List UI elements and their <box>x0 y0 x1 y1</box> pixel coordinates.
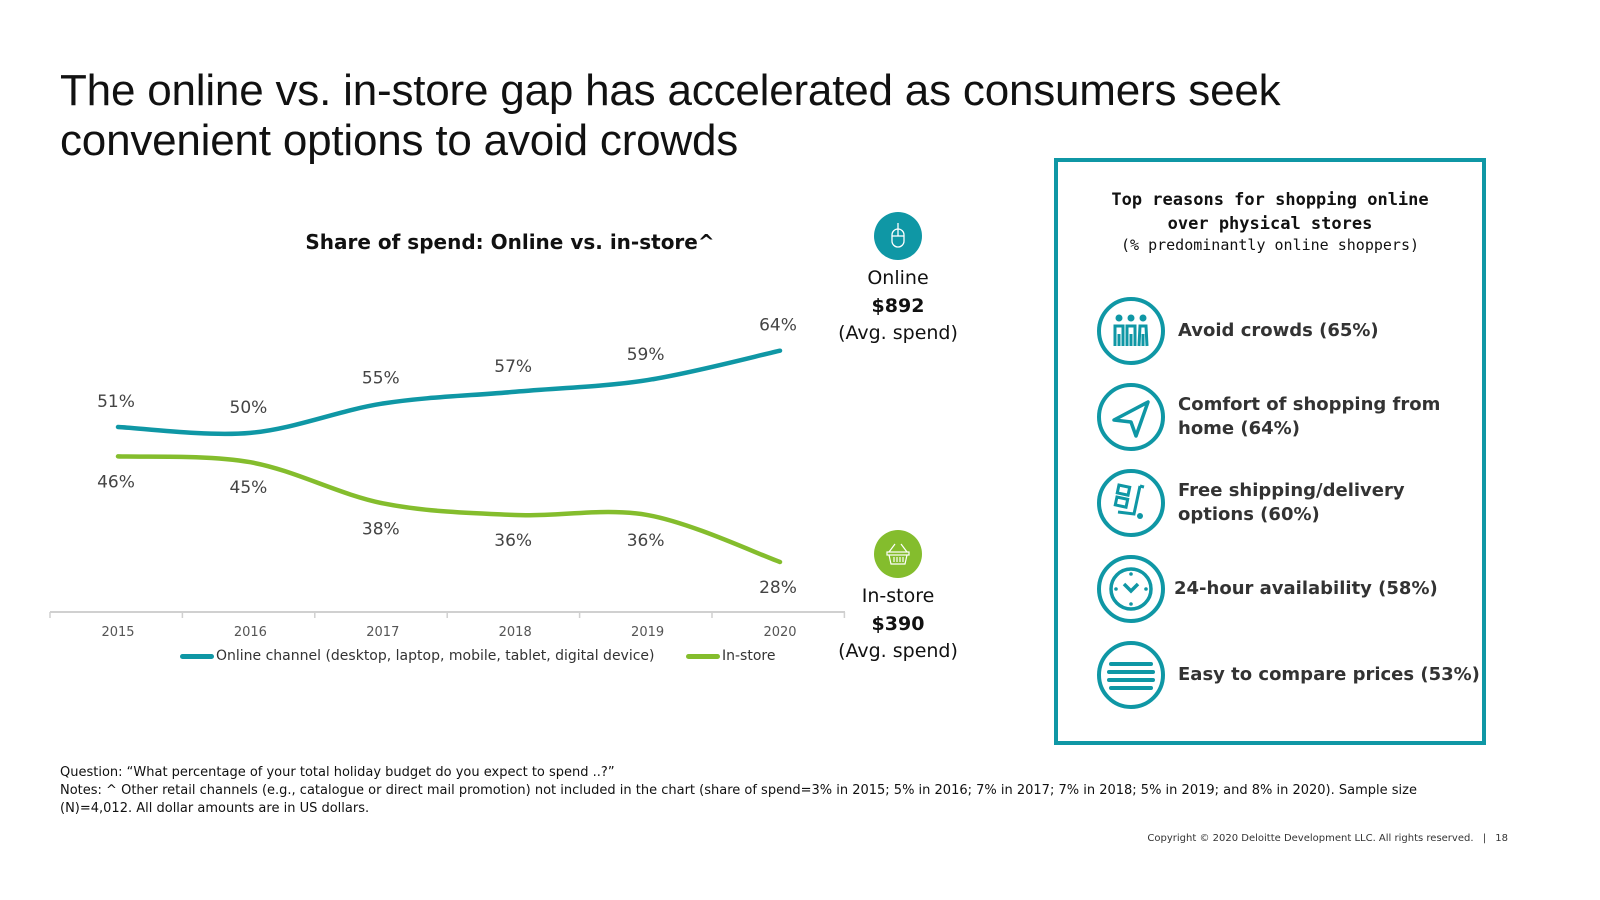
footnote: Notes: ^ Other retail channels (e.g., ca… <box>60 783 1417 816</box>
legend-label-online: Online channel (desktop, laptop, mobile,… <box>216 648 655 664</box>
crowd-icon <box>1097 297 1165 365</box>
instore-data-label: 45% <box>230 478 268 498</box>
instore-spend-callout: In-store $390 (Avg. spend) <box>828 530 968 664</box>
x-tick-label: 2020 <box>763 625 796 640</box>
instore-label: In-store <box>861 585 935 607</box>
legend-label-instore: In-store <box>722 648 776 664</box>
instore-data-label: 36% <box>494 531 532 551</box>
online-sub: (Avg. spend) <box>838 322 958 344</box>
reason-text: Avoid crowds (65%) <box>1178 320 1379 341</box>
x-tick-label: 2017 <box>366 625 399 640</box>
instore-data-label: 36% <box>627 531 665 551</box>
instore-data-label: 38% <box>362 519 400 539</box>
online-data-label: 55% <box>362 369 400 389</box>
copyright-text: Copyright © 2020 Deloitte Development LL… <box>1147 833 1474 844</box>
online-data-label: 51% <box>97 392 135 412</box>
online-amount: $892 <box>871 295 925 317</box>
instore-data-label: 28% <box>759 578 797 598</box>
reason-text: Free shipping/delivery options (60%) <box>1178 480 1405 525</box>
legend-item-instore: In-store <box>686 648 775 664</box>
survey-question: Question: “What percentage of your total… <box>60 765 615 780</box>
online-label: Online <box>867 267 929 289</box>
online-spend-callout: Online $892 (Avg. spend) <box>828 212 968 346</box>
online-data-label: 57% <box>494 357 532 377</box>
page-number: 18 <box>1495 833 1508 844</box>
reasons-panel: Top reasons for shopping online over phy… <box>1054 158 1486 745</box>
clock-icon <box>1097 555 1165 623</box>
online-series-line <box>115 348 783 437</box>
reasons-title: Top reasons for shopping online over phy… <box>1111 190 1429 234</box>
instore-sub: (Avg. spend) <box>838 640 958 662</box>
list-lines-icon <box>1097 641 1165 709</box>
x-tick-label: 2016 <box>234 625 267 640</box>
reason-item: Avoid crowds (65%) <box>1096 294 1486 368</box>
instore-series-line <box>115 454 783 565</box>
online-data-label: 59% <box>627 345 665 365</box>
x-tick-label: 2018 <box>499 625 532 640</box>
instore-data-label: 46% <box>97 472 135 492</box>
reason-item: 24-hour availability (58%) <box>1096 552 1486 626</box>
notes: Question: “What percentage of your total… <box>60 764 1460 818</box>
basket-icon <box>874 530 922 578</box>
x-tick-label: 2015 <box>101 625 134 640</box>
online-data-label: 64% <box>759 316 797 336</box>
reason-item: Comfort of shopping from home (64%) <box>1096 380 1486 454</box>
x-tick-label: 2019 <box>631 625 664 640</box>
reasons-subtitle: (% predominantly online shoppers) <box>1120 236 1419 254</box>
legend-swatch-online <box>180 653 214 659</box>
mouse-icon <box>874 212 922 260</box>
footer: Copyright © 2020 Deloitte Development LL… <box>1147 833 1508 844</box>
chart-title: Share of spend: Online vs. in-store^ <box>305 230 715 254</box>
online-data-label: 50% <box>230 398 268 418</box>
footer-separator: | <box>1482 833 1487 844</box>
delivery-cart-icon <box>1097 469 1165 537</box>
reason-text: 24-hour availability (58%) <box>1174 578 1438 599</box>
navigation-arrow-icon <box>1097 383 1165 451</box>
reason-text: Easy to compare prices (53%) <box>1178 664 1480 685</box>
reason-item: Free shipping/delivery options (60%) <box>1096 466 1486 540</box>
slide-title: The online vs. in-store gap has accelera… <box>60 66 1281 165</box>
legend-swatch-instore <box>686 653 720 659</box>
reason-text: Comfort of shopping from home (64%) <box>1178 394 1441 439</box>
instore-amount: $390 <box>871 613 925 635</box>
reason-item: Easy to compare prices (53%) <box>1096 638 1486 712</box>
legend-item-online: Online channel (desktop, laptop, mobile,… <box>180 648 655 664</box>
